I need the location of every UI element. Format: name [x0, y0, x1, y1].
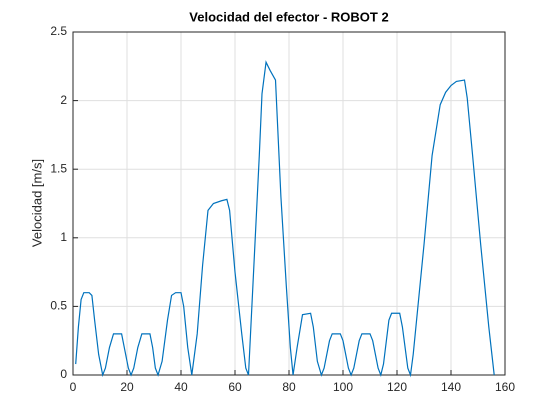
data-line	[75, 60, 495, 378]
y-tick-label: 1.5	[50, 161, 67, 175]
x-tick-label: 120	[387, 380, 407, 394]
x-tick-label: 80	[282, 380, 296, 394]
y-tick-label: 0	[60, 367, 67, 381]
y-tick-label: 0.5	[50, 299, 67, 313]
x-tick-label: 0	[70, 380, 77, 394]
y-tick-label: 2	[60, 93, 67, 107]
x-tick-label: 100	[333, 380, 353, 394]
x-tick-label: 160	[495, 380, 515, 394]
x-tick-label: 20	[120, 380, 134, 394]
x-tick-label: 40	[174, 380, 188, 394]
chart-title: Velocidad del efector - ROBOT 2	[189, 9, 388, 24]
x-tick-label: 140	[441, 380, 461, 394]
plot-frame	[72, 31, 506, 376]
y-tick-label: 1	[60, 230, 67, 244]
y-tick-label: 2.5	[50, 24, 67, 38]
y-axis-label: Velocidad [m/s]	[29, 159, 44, 247]
x-tick-label: 60	[228, 380, 242, 394]
